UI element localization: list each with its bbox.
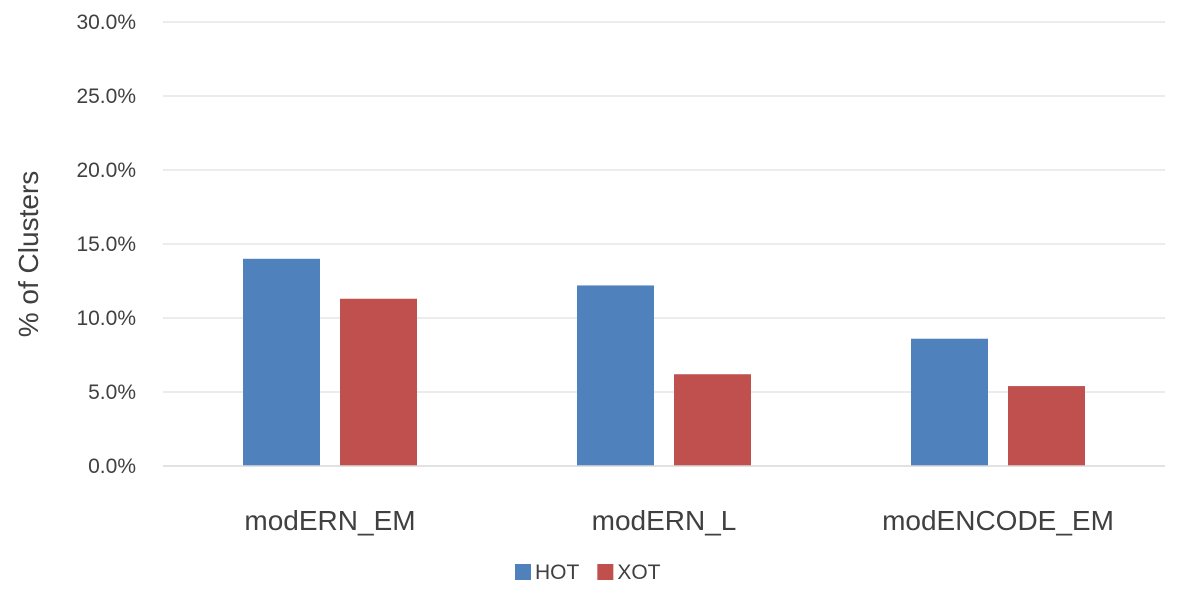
- bar-hot: [243, 258, 320, 466]
- y-axis-ticks: 0.0% 5.0% 10.0% 15.0% 20.0% 25.0% 30.0%: [76, 11, 136, 478]
- y-tick-label: 25.0%: [76, 85, 136, 108]
- bar-hot: [911, 338, 988, 466]
- legend-swatch-hot: [515, 564, 531, 580]
- bar-xot: [1008, 386, 1085, 466]
- x-category-label: modERN_EM: [244, 505, 415, 536]
- bar-xot: [674, 374, 751, 466]
- bar-hot: [577, 285, 654, 466]
- y-tick-label: 30.0%: [76, 11, 136, 34]
- y-axis-title: % of Clusters: [13, 171, 44, 338]
- y-tick-label: 5.0%: [88, 381, 136, 404]
- y-tick-label: 15.0%: [76, 233, 136, 256]
- legend-label-xot: XOT: [617, 561, 660, 584]
- y-tick-label: 10.0%: [76, 307, 136, 330]
- x-axis-categories: modERN_EM modERN_L modENCODE_EM: [244, 505, 1114, 536]
- y-tick-label: 20.0%: [76, 159, 136, 182]
- legend-swatch-xot: [597, 564, 614, 580]
- x-category-label: modENCODE_EM: [882, 505, 1114, 536]
- legend-label-hot: HOT: [535, 561, 580, 584]
- legend: HOT XOT: [515, 561, 661, 584]
- bars: [243, 258, 1085, 466]
- bar-xot: [340, 298, 417, 466]
- x-category-label: modERN_L: [592, 505, 737, 536]
- y-tick-label: 0.0%: [88, 455, 136, 478]
- gridlines: [163, 21, 1165, 393]
